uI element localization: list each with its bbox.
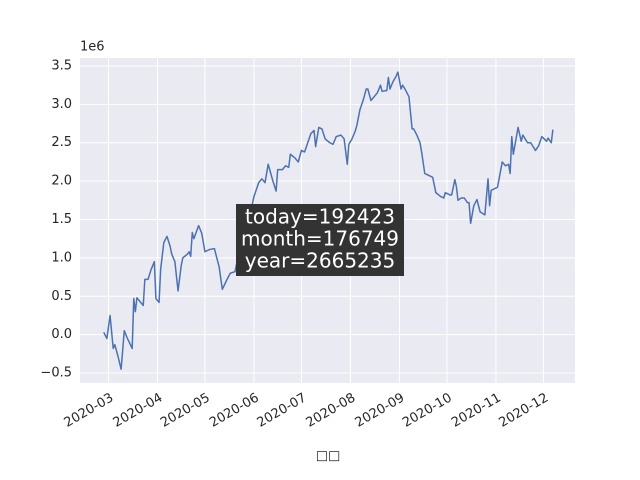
y-tick-label: 0.0 <box>51 327 72 342</box>
x-tick-label: 2020-08 <box>304 391 359 431</box>
x-tick-label: 2020-03 <box>62 391 117 431</box>
x-tick-label: 2020-04 <box>111 391 166 431</box>
x-tick-label: 2020-12 <box>497 391 552 431</box>
data-line <box>103 71 554 370</box>
x-tick-label: 2020-06 <box>207 391 262 431</box>
y-tick-label: 2.0 <box>51 174 72 189</box>
annotation-box <box>236 204 404 276</box>
y-tick-label: 3.0 <box>51 97 72 112</box>
x-tick-label: 2020-07 <box>255 391 310 431</box>
x-axis-label: □□ <box>316 449 341 464</box>
annotation-line: today=192423 <box>245 205 395 229</box>
marks <box>103 71 554 370</box>
x-tick-label: 2020-11 <box>449 391 504 431</box>
annotation-line: month=176749 <box>241 227 399 251</box>
y-tick-label: 1.0 <box>51 250 72 265</box>
y-offset-label: 1e6 <box>80 40 105 55</box>
x-tick-label: 2020-05 <box>158 391 213 431</box>
x-tick-label: 2020-09 <box>353 391 408 431</box>
y-tick-label: 1.5 <box>51 212 72 227</box>
y-tick-label: −0.5 <box>40 366 72 381</box>
y-tick-label: 0.5 <box>51 289 72 304</box>
y-tick-label: 2.5 <box>51 135 72 150</box>
x-tick-label: 2020-10 <box>400 391 455 431</box>
annotation-line: year=2665235 <box>245 249 395 273</box>
y-tick-label: 3.5 <box>51 58 72 73</box>
